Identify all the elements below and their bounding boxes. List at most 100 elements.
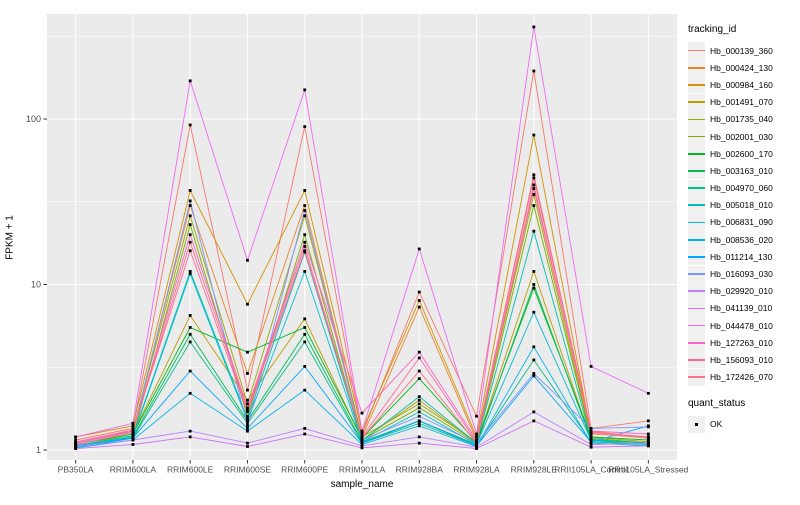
legend-line-icon xyxy=(688,376,705,378)
shape-legend-items: OK xyxy=(688,415,800,433)
data-point xyxy=(188,240,192,244)
legend-item-label: Hb_029920_010 xyxy=(710,286,773,297)
legend-line-icon xyxy=(688,152,705,155)
data-point xyxy=(303,204,307,207)
data-point xyxy=(131,432,135,436)
legend-item-label: Hb_044478_010 xyxy=(710,320,773,331)
data-point xyxy=(246,424,249,428)
data-point xyxy=(188,204,192,207)
data-point xyxy=(360,441,364,445)
legend-item-label: OK xyxy=(710,419,723,430)
legend-line-icon xyxy=(688,273,705,275)
data-point xyxy=(188,123,192,127)
data-point xyxy=(532,286,536,290)
legend-key-swatch xyxy=(688,231,705,249)
data-point xyxy=(246,402,249,406)
data-point xyxy=(246,388,249,392)
legend-item-Hb_016093_030: Hb_016093_030 xyxy=(688,265,800,283)
data-point xyxy=(417,398,421,402)
data-point xyxy=(303,317,307,321)
data-point xyxy=(131,428,135,432)
data-point xyxy=(188,214,192,218)
legend-item-label: Hb_000424_130 xyxy=(710,62,773,73)
data-point xyxy=(360,444,364,448)
legend-key-swatch xyxy=(688,42,705,60)
shape-legend-title: quant_status xyxy=(688,397,746,409)
data-point xyxy=(246,427,249,430)
legend-item-Hb_000139_360: Hb_000139_360 xyxy=(688,42,800,60)
data-point xyxy=(360,438,364,442)
data-point xyxy=(303,233,307,237)
legend-line-icon xyxy=(688,221,705,224)
data-point xyxy=(475,441,478,445)
data-point xyxy=(417,435,421,439)
data-point xyxy=(417,406,421,410)
data-point xyxy=(646,438,650,442)
data-point xyxy=(532,410,536,414)
data-point xyxy=(532,358,536,362)
data-point xyxy=(188,429,192,433)
legend-item-label: Hb_006831_090 xyxy=(710,217,773,228)
data-point xyxy=(417,414,421,418)
legend-line-icon xyxy=(688,204,705,207)
legend-item-label: Hb_002600_170 xyxy=(710,148,773,159)
data-point xyxy=(589,435,593,439)
legend-item-label: Hb_001491_070 xyxy=(710,97,773,108)
data-point xyxy=(360,432,364,436)
data-point xyxy=(188,435,192,439)
legend-item-Hb_001735_040: Hb_001735_040 xyxy=(688,110,800,128)
data-point xyxy=(246,445,249,448)
data-point xyxy=(188,326,192,329)
x-tick-label: RRIM901LA xyxy=(339,465,386,475)
data-point xyxy=(532,374,536,378)
data-point xyxy=(532,193,536,196)
data-point xyxy=(303,214,307,218)
data-point xyxy=(417,369,421,373)
data-point xyxy=(188,189,192,192)
data-point xyxy=(532,269,536,273)
legend-line-icon xyxy=(688,290,705,293)
legend-key-swatch xyxy=(688,128,705,146)
legend-item-Hb_006831_090: Hb_006831_090 xyxy=(688,213,800,231)
data-point xyxy=(303,209,307,212)
legend-item-label: Hb_004970_060 xyxy=(710,183,773,194)
data-point xyxy=(417,402,421,406)
data-point xyxy=(131,443,135,446)
gridlines xyxy=(47,14,677,460)
data-point xyxy=(417,421,421,425)
legend-item-Hb_000424_130: Hb_000424_130 xyxy=(688,59,800,77)
data-point xyxy=(303,427,307,430)
data-point xyxy=(188,314,192,317)
data-point xyxy=(532,229,536,233)
data-point xyxy=(131,421,135,425)
data-point xyxy=(417,419,421,423)
data-point xyxy=(303,332,307,336)
data-point xyxy=(532,283,536,286)
data-point xyxy=(188,233,192,237)
legend-item-Hb_001491_070: Hb_001491_070 xyxy=(688,93,800,111)
x-tick-label: RRIM600SE xyxy=(224,465,272,475)
data-point xyxy=(131,424,135,428)
legend-key-swatch xyxy=(688,145,705,163)
legend-key-swatch xyxy=(688,248,705,266)
data-point xyxy=(246,258,249,262)
legend-item-label: Hb_156093_010 xyxy=(710,354,773,365)
data-point xyxy=(417,377,421,381)
legend-item-label: Hb_005018_010 xyxy=(710,200,773,211)
data-point xyxy=(303,326,307,329)
data-point xyxy=(589,443,593,446)
data-point xyxy=(589,364,593,368)
data-point xyxy=(475,447,478,450)
legend-key-swatch xyxy=(688,59,705,77)
legend-key-swatch xyxy=(688,299,705,317)
x-tick-label: RRIM600LE xyxy=(167,465,214,475)
data-point xyxy=(303,388,307,392)
data-point xyxy=(303,432,307,436)
legend-item-label: Hb_000984_160 xyxy=(710,79,773,90)
legend-line-icon xyxy=(688,341,705,344)
color-legend-title: tracking_id xyxy=(688,24,737,35)
data-point xyxy=(303,364,307,368)
data-point xyxy=(246,429,249,433)
legend-line-icon xyxy=(688,118,705,121)
